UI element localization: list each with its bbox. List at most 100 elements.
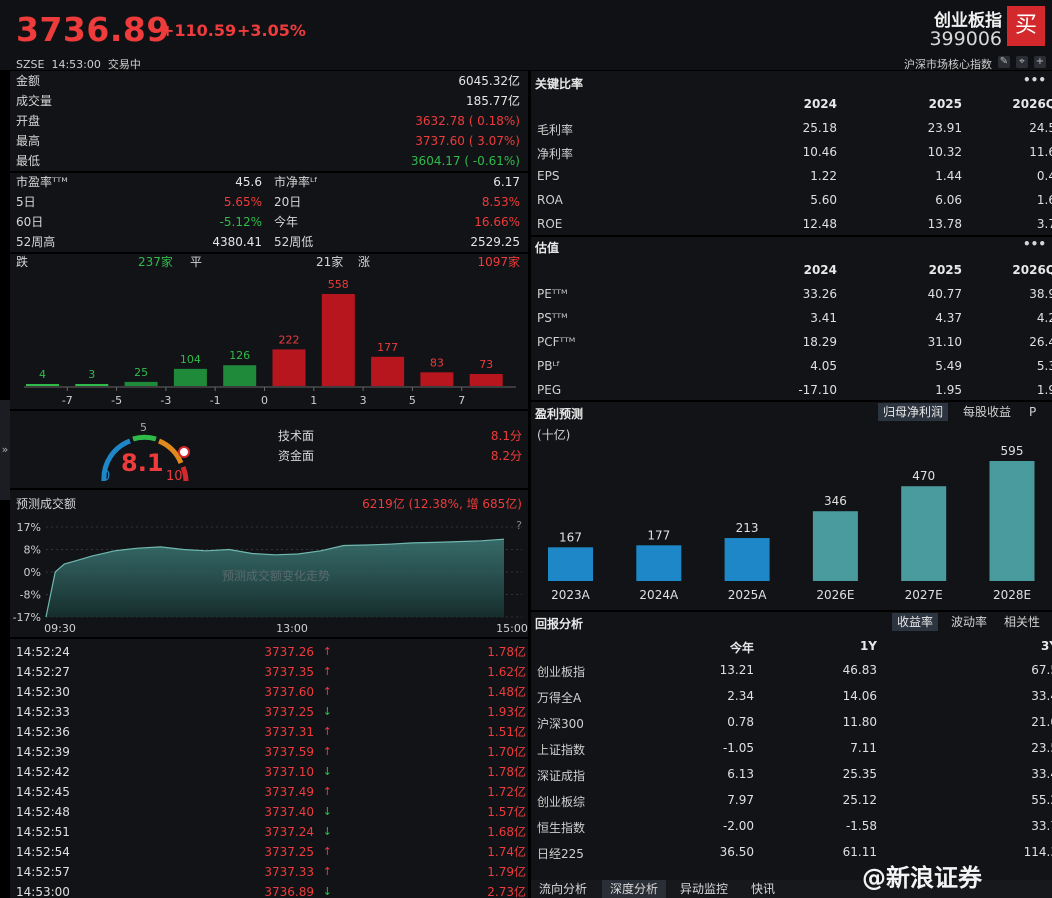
stat-label: 市净率ᴸᶠ [274, 175, 318, 189]
tech-score-value: 8.1分 [490, 429, 522, 443]
arrow-down-icon: ↓ [322, 805, 332, 818]
table-cell: 23.91 [927, 121, 962, 135]
table-row-label: 上证指数 [537, 743, 586, 757]
tab-flow-analysis[interactable]: 流向分析 [539, 882, 588, 896]
tick-row[interactable]: 14:52:51 3737.24 ↓ 1.68亿 [16, 822, 526, 842]
distribution-tick-label: -5 [111, 394, 122, 407]
stat-value: 45.6 [235, 175, 262, 189]
table-cell: 67.5 [1031, 663, 1052, 677]
table-cell: 5.49 [935, 359, 962, 373]
tab-abnormal-monitor[interactable]: 异动监控 [680, 882, 729, 896]
gauge-arc-top [180, 466, 189, 482]
arrow-down-icon: ↓ [322, 885, 332, 898]
forecast-volume-value: 6219亿 (12.38%, 增 685亿) [362, 497, 522, 511]
breadth-flat-label: 平 [190, 255, 203, 269]
tick-row[interactable]: 14:52:45 3737.49 ↑ 1.72亿 [16, 782, 526, 802]
valuation-more-icon[interactable]: ••• [1022, 237, 1046, 251]
quote-value: 3632.78 ( 0.18%) [415, 114, 520, 128]
quote-header: 3736.89 +110.59 +3.05% SZSE 14:53:00 交易中… [0, 0, 1052, 71]
tick-price: 3737.26 [264, 645, 314, 659]
forecast-volume-label: 预测成交额 [16, 497, 77, 511]
core-index-label[interactable]: 沪深市场核心指数 [904, 58, 992, 71]
tick-row[interactable]: 14:52:24 3737.26 ↑ 1.78亿 [16, 642, 526, 662]
stat-value: 4380.41 [212, 235, 262, 249]
distribution-bar [371, 356, 405, 386]
quote-label: 成交量 [16, 94, 53, 108]
tick-row[interactable]: 14:52:33 3737.25 ↓ 1.93亿 [16, 702, 526, 722]
distribution-bar [272, 349, 306, 386]
table-row-label: 日经225 [537, 847, 584, 861]
tick-amount: 1.74亿 [487, 845, 526, 859]
tab-volatility[interactable]: 波动率 [951, 615, 988, 629]
earnings-bar [989, 461, 1035, 581]
tick-price: 3737.10 [264, 765, 314, 779]
help-icon[interactable]: ? [516, 519, 522, 532]
tab-more-forecast[interactable]: P [1029, 405, 1037, 419]
quote-value: 3737.60 ( 3.07%) [415, 134, 520, 148]
tick-row[interactable]: 14:53:00 3736.89 ↓ 2.73亿 [16, 882, 526, 898]
table-cell: 21.0 [1031, 715, 1052, 729]
tab-net-profit[interactable]: 归母净利润 [878, 403, 949, 421]
table-cell: 1.95 [935, 383, 962, 397]
tab-return-rate[interactable]: 收益率 [892, 613, 939, 631]
tick-price: 3737.24 [264, 825, 314, 839]
distribution-bar-label: 25 [134, 366, 148, 379]
tick-row[interactable]: 14:52:30 3737.60 ↑ 1.48亿 [16, 682, 526, 702]
breadth-up-label: 涨 [358, 255, 371, 269]
tick-row[interactable]: 14:52:54 3737.25 ↑ 1.74亿 [16, 842, 526, 862]
tick-time: 14:52:48 [16, 805, 70, 819]
gauge-mid-label: 5 [140, 421, 147, 434]
tick-amount: 1.51亿 [487, 725, 526, 739]
volume-x-tick: 15:00 [496, 622, 528, 635]
tick-time: 14:52:30 [16, 685, 70, 699]
tick-row[interactable]: 14:52:57 3737.33 ↑ 1.79亿 [16, 862, 526, 882]
expand-sidebar-handle[interactable]: » [0, 400, 10, 500]
edit-icon[interactable]: ✎ [998, 56, 1010, 68]
quote-row: 金额 6045.32亿 [10, 71, 528, 91]
tick-row[interactable]: 14:52:48 3737.40 ↓ 1.57亿 [16, 802, 526, 822]
tick-row[interactable]: 14:52:27 3737.35 ↑ 1.62亿 [16, 662, 526, 682]
quote-label: 开盘 [16, 114, 41, 128]
price-change-distribution-chart: 4 3 25 104 126 222 558 177 83 73 -7 -5 -3 -1 0 1 3 5 7 [24, 278, 516, 407]
stat-value: 16.66% [474, 215, 520, 229]
table-cell: 26.4 [1029, 335, 1052, 349]
tick-time: 14:52:51 [16, 825, 70, 839]
stat-row: 60日 -5.12% 今年 16.66% [10, 212, 528, 232]
tab-news-flash[interactable]: 快讯 [751, 882, 776, 896]
add-icon[interactable]: + [1034, 56, 1046, 68]
distribution-tick-label: 5 [409, 394, 416, 407]
tick-list[interactable]: 14:52:24 3737.26 ↑ 1.78亿 14:52:27 3737.35 ↑ 1.6… [10, 640, 528, 898]
stat-value: 6.17 [493, 175, 520, 189]
ratios-more-icon[interactable]: ••• [1022, 73, 1046, 87]
distribution-tick-label: -3 [160, 394, 171, 407]
forecast-volume-watermark: 预测成交额变化走势 [222, 569, 331, 583]
arrow-up-icon: ↑ [322, 865, 332, 878]
tab-correlation[interactable]: 相关性 [1004, 615, 1041, 629]
tick-time: 14:52:36 [16, 725, 70, 739]
stat-label: 60日 [16, 215, 44, 229]
arrow-up-icon: ↑ [322, 725, 332, 738]
table-column-header: 2024 [803, 97, 837, 111]
table-cell: 25.18 [802, 121, 837, 135]
tick-row[interactable]: 14:52:39 3737.59 ↑ 1.70亿 [16, 742, 526, 762]
tab-eps[interactable]: 每股收益 [963, 405, 1012, 419]
tick-price: 3737.49 [264, 785, 314, 799]
table-row-label: 创业板指 [537, 665, 586, 679]
stat-row: 52周高 4380.41 52周低 2529.25 [10, 232, 528, 252]
pin-icon[interactable]: ⌖ [1016, 56, 1028, 68]
tab-deep-analysis[interactable]: 深度分析 [602, 880, 667, 898]
volume-y-tick: 0% [24, 566, 41, 579]
tick-amount: 2.73亿 [487, 885, 526, 898]
distribution-tick-label: 7 [458, 394, 465, 407]
fund-score-label: 资金面 [278, 449, 315, 463]
buy-button[interactable]: 买 [1007, 6, 1045, 46]
distribution-tick-label: -1 [210, 394, 221, 407]
table-cell: -2.00 [722, 819, 754, 833]
table-cell: 61.11 [842, 845, 877, 859]
tick-row[interactable]: 14:52:36 3737.31 ↑ 1.51亿 [16, 722, 526, 742]
tick-amount: 1.78亿 [487, 645, 526, 659]
earnings-unit: (十亿) [537, 428, 571, 442]
tick-row[interactable]: 14:52:42 3737.10 ↓ 1.78亿 [16, 762, 526, 782]
table-cell: 3.41 [810, 311, 837, 325]
table-row-label: PEG [537, 383, 562, 397]
